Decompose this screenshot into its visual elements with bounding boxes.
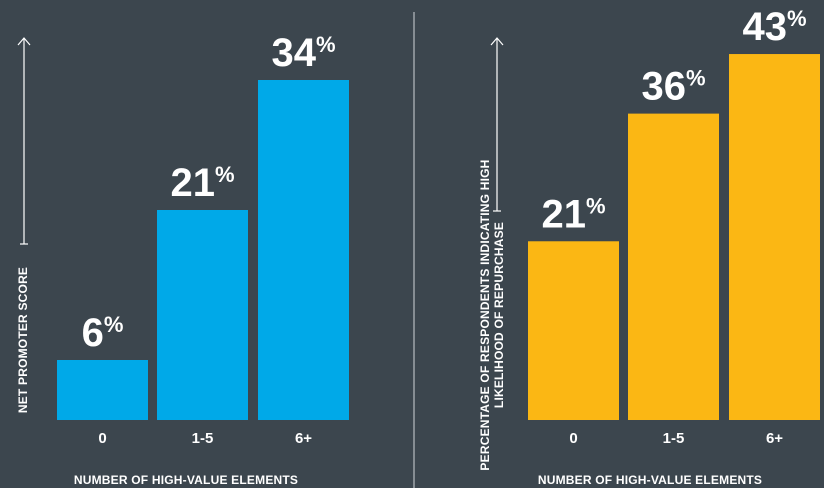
bar-0 xyxy=(57,360,148,420)
x-tick-label: 0 xyxy=(569,430,577,447)
bar-6+ xyxy=(258,80,349,420)
bar-value-number: 21 xyxy=(541,192,586,236)
bar-value-label: 43% xyxy=(742,5,806,49)
x-tick-label: 6+ xyxy=(295,430,312,447)
up-arrow-icon xyxy=(490,37,504,46)
bar-value-label: 21% xyxy=(170,161,234,205)
bar-value-number: 36 xyxy=(641,65,686,109)
chart-panel-1: NET PROMOTER SCORE 6% 0 21% 1-5 34% 6+ NUMBER O… xyxy=(16,31,349,487)
bar-value-percent: % xyxy=(316,32,336,57)
x-tick-label: 1-5 xyxy=(192,430,214,447)
y-axis-title: NET PROMOTER SCORE xyxy=(16,267,30,413)
y-axis-title: PERCENTAGE OF RESPONDENTS INDICATING HIG… xyxy=(478,159,492,470)
x-tick-label: 1-5 xyxy=(663,430,685,447)
up-arrow-icon xyxy=(17,37,31,46)
bar-value-percent: % xyxy=(586,193,606,218)
bar-value-percent: % xyxy=(215,162,235,187)
bar-value-label: 36% xyxy=(641,65,705,109)
chart-panel-2: PERCENTAGE OF RESPONDENTS INDICATING HIG… xyxy=(478,5,820,487)
x-tick-label: 0 xyxy=(98,430,106,447)
bar-value-number: 21 xyxy=(170,161,215,205)
x-axis-title: NUMBER OF HIGH-VALUE ELEMENTS xyxy=(74,473,298,487)
bar-value-number: 6 xyxy=(82,311,104,355)
bar-6+ xyxy=(729,54,820,421)
bar-value-number: 43 xyxy=(742,5,787,49)
x-axis-title: NUMBER OF HIGH-VALUE ELEMENTS xyxy=(538,473,762,487)
bar-value-percent: % xyxy=(787,6,807,31)
bar-value-percent: % xyxy=(104,312,124,337)
bar-value-percent: % xyxy=(686,66,706,91)
bar-value-label: 21% xyxy=(541,192,605,236)
bar-1-5 xyxy=(628,113,719,421)
bar-0 xyxy=(528,241,619,420)
bar-value-number: 34 xyxy=(271,31,316,75)
bar-value-label: 6% xyxy=(82,311,124,355)
y-axis-title: LIKELIHOOD OF REPURCHASE xyxy=(492,222,506,408)
bar-value-label: 34% xyxy=(271,31,335,75)
x-tick-label: 6+ xyxy=(766,430,783,447)
bar-1-5 xyxy=(157,210,248,420)
